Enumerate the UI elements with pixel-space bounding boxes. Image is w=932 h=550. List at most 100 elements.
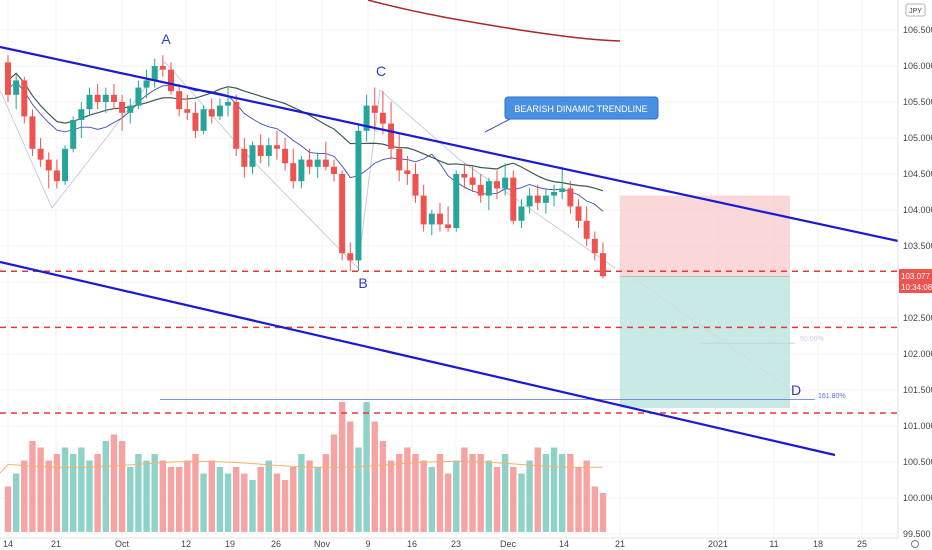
candle-body [510,177,517,221]
candle-body [208,109,215,117]
volume-bar [208,460,215,532]
volume-ma-line [0,460,603,474]
lower-trendline[interactable] [0,260,836,457]
price-tick-label: 102.500 [903,313,932,323]
candle-body [314,159,321,167]
volume-bar [363,402,370,532]
volume-bar [298,454,305,532]
volume-bar [469,454,476,532]
volume-bar [306,460,313,532]
candle-body [542,195,549,203]
fib-50-label: 50.00% [800,336,824,343]
volume-bar [61,447,69,532]
candle-body [151,66,158,81]
candle-body [282,148,289,164]
settings-gear-icon[interactable] [911,540,919,548]
volume-bar [281,480,289,532]
price-tick-label: 100.500 [903,457,932,467]
volume-bar [330,434,338,532]
volume-bar [143,460,150,532]
stop-loss-zone [620,195,790,277]
candle-body [216,105,223,117]
countdown-label: 10:34:08 [901,283,932,292]
candle-body [249,145,256,167]
time-tick-label: Dec [500,539,517,549]
volume-bar [387,460,395,532]
candle-body [436,213,443,225]
candle-body [143,80,150,88]
time-tick-label: 21 [51,539,61,549]
current-price-label: 103.077 [901,272,930,281]
ma-fast-line [7,81,604,212]
volume-bar [396,454,403,532]
candle-body [445,224,452,228]
volume-bar [53,454,61,532]
candle-body [567,188,574,207]
candle-body [159,66,166,70]
zigzag-line [0,61,616,269]
volume-bar [550,447,558,532]
volume-bar [567,454,574,532]
currency-badge-label: JPY [909,8,922,15]
candle-body [265,145,272,156]
time-tick-label: Oct [115,539,130,549]
volume-bar [4,486,12,532]
time-tick-label: 23 [451,539,461,549]
candle-body [78,109,85,120]
candle-body [273,145,280,149]
label-b: B [358,275,367,291]
candle-body [347,253,354,261]
volume-bar [428,467,435,532]
label-c: C [376,63,386,79]
candle-body [119,102,126,113]
time-tick-label: 19 [225,539,235,549]
volume-bar [94,454,101,532]
volume-bar [224,473,232,532]
candle-body [494,181,500,189]
price-tick-label: 102.000 [903,349,932,359]
price-tick-label: 106.000 [903,61,932,71]
volume-bar [29,441,36,532]
volume-bar [78,447,85,532]
time-tick-label: 14 [559,539,569,549]
volume-bar [216,467,224,532]
candle-body [420,195,427,225]
candle-body [290,163,297,182]
candle-body [485,181,492,196]
price-tick-label: 101.000 [903,421,932,431]
volume-bar [436,454,444,532]
candle-body [257,145,264,156]
candle-body [5,62,11,95]
volume-bar [534,447,541,532]
candle-body [241,148,248,167]
candle-body [94,94,101,102]
candle-body [37,148,44,160]
candle-body [583,220,590,239]
candle-body [453,174,460,228]
time-tick-label: 2021 [708,539,728,549]
price-tick-label: 101.500 [903,385,932,395]
callout-pointer [484,117,513,133]
candle-body [477,184,484,196]
volume-bar [453,460,460,532]
price-tick-label: 103.500 [903,241,932,251]
volume-bar [45,460,52,532]
price-tick-label: 105.500 [903,97,932,107]
price-tick-label: 99.500 [903,529,931,539]
volume-bar [444,473,452,532]
candle-body [86,94,93,110]
candle-body [102,94,109,102]
candle-body [502,177,509,189]
projection-line [619,267,801,397]
candle-body [559,188,566,192]
candle-body [469,177,476,185]
time-tick-label: 14 [3,539,13,549]
time-tick-label: 12 [181,539,191,549]
volume-bar [379,441,387,532]
volume-bar [461,447,468,532]
volume-bar [583,460,590,532]
candle-body [168,69,174,92]
upper-trendline[interactable] [0,45,899,243]
volume-bar [151,454,158,532]
